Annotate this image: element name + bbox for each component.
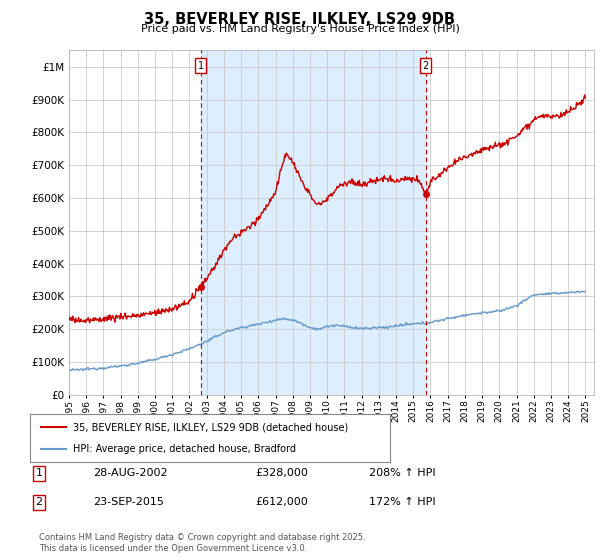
Text: £328,000: £328,000 <box>255 468 308 478</box>
Text: 172% ↑ HPI: 172% ↑ HPI <box>369 497 436 507</box>
Text: 2: 2 <box>423 61 429 71</box>
Text: 208% ↑ HPI: 208% ↑ HPI <box>369 468 436 478</box>
Text: £612,000: £612,000 <box>255 497 308 507</box>
Text: 35, BEVERLEY RISE, ILKLEY, LS29 9DB (detached house): 35, BEVERLEY RISE, ILKLEY, LS29 9DB (det… <box>73 422 349 432</box>
Text: Contains HM Land Registry data © Crown copyright and database right 2025.
This d: Contains HM Land Registry data © Crown c… <box>39 533 365 553</box>
Text: 1: 1 <box>197 61 204 71</box>
Text: 35, BEVERLEY RISE, ILKLEY, LS29 9DB: 35, BEVERLEY RISE, ILKLEY, LS29 9DB <box>145 12 455 27</box>
Text: HPI: Average price, detached house, Bradford: HPI: Average price, detached house, Brad… <box>73 444 296 454</box>
Text: 1: 1 <box>35 468 43 478</box>
Bar <box>200 50 426 395</box>
Text: 23-SEP-2015: 23-SEP-2015 <box>93 497 164 507</box>
Text: 2: 2 <box>35 497 43 507</box>
Text: 28-AUG-2002: 28-AUG-2002 <box>93 468 167 478</box>
Text: Price paid vs. HM Land Registry's House Price Index (HPI): Price paid vs. HM Land Registry's House … <box>140 24 460 34</box>
